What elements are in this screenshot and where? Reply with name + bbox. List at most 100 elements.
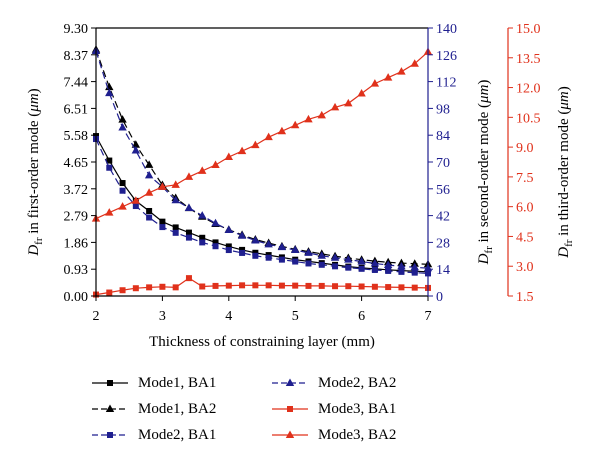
data-point	[211, 160, 220, 168]
right1-tick-label: 140	[436, 22, 457, 37]
right2-axis-label-unit: μm	[556, 91, 572, 111]
data-point	[371, 283, 378, 290]
series-mode1-ba1	[93, 133, 431, 275]
left-tick-label: 0.00	[64, 290, 89, 305]
data-point	[383, 73, 393, 81]
right2-tick-label: 12.0	[516, 82, 541, 97]
data-point	[185, 234, 192, 241]
x-tick-label: 6	[358, 309, 365, 324]
data-point	[132, 285, 139, 292]
left-tick-label: 5.58	[64, 129, 89, 144]
right1-tick-label: 126	[436, 49, 457, 64]
data-point	[185, 275, 192, 282]
right1-axis-label: Dfr in second-order mode (μm)	[476, 80, 495, 266]
x-tick-label: 4	[225, 309, 232, 324]
right1-tick-label: 70	[436, 156, 450, 171]
data-point	[264, 239, 273, 248]
data-point	[105, 208, 114, 216]
data-point	[225, 247, 232, 254]
data-point	[131, 196, 141, 204]
data-point	[131, 146, 141, 154]
x-tick-label: 7	[425, 309, 432, 324]
legend-item: Mode1, BA2	[90, 398, 216, 420]
data-point	[397, 67, 406, 75]
data-point	[158, 182, 167, 190]
series-line	[95, 277, 429, 296]
data-point	[184, 172, 194, 180]
data-point	[278, 282, 285, 289]
data-point	[398, 284, 405, 291]
legend-label: Mode2, BA1	[138, 426, 217, 443]
data-point	[146, 214, 153, 221]
left-tick-label: 8.37	[64, 49, 89, 64]
data-point	[144, 160, 154, 168]
x-tick-label: 5	[292, 309, 299, 324]
data-point	[265, 254, 272, 261]
data-point	[304, 248, 313, 256]
x-axis-label: Thickness of constraining layer (mm)	[149, 334, 375, 350]
right2-axis-label-close: )	[556, 86, 572, 91]
data-point	[252, 252, 259, 259]
data-point	[224, 225, 233, 233]
data-point	[397, 261, 406, 270]
series-mode3-ba2	[91, 47, 433, 222]
data-point	[330, 102, 340, 111]
data-point	[239, 246, 246, 253]
series-mode1-ba2	[91, 45, 433, 268]
data-point	[252, 282, 259, 289]
left-axis-label-prefix: D	[26, 245, 42, 257]
left-axis-label-unit: μm	[26, 93, 42, 113]
data-point	[332, 283, 339, 290]
right2-tick-label: 10.5	[516, 111, 541, 126]
data-point	[292, 282, 299, 289]
left-axis-label: Dfr in first-order mode (μm)	[26, 88, 45, 256]
data-point	[118, 115, 127, 123]
data-point	[172, 224, 179, 231]
data-point	[211, 218, 220, 227]
data-point	[305, 260, 312, 267]
data-point	[332, 263, 339, 270]
legend-marker	[105, 404, 115, 412]
data-point	[370, 79, 380, 87]
data-point	[198, 166, 207, 174]
data-point	[344, 255, 353, 263]
series-mode2-ba2	[91, 46, 433, 272]
data-point	[318, 282, 325, 289]
data-point	[383, 260, 393, 268]
data-point	[159, 224, 166, 231]
data-point	[199, 239, 206, 246]
data-point	[212, 282, 219, 289]
left-axis-label-sub: fr	[33, 237, 45, 245]
legend-marker	[287, 406, 293, 412]
legend-item: Mode1, BA1	[90, 372, 216, 394]
legend-marker	[107, 432, 113, 438]
data-point	[358, 283, 365, 290]
data-point	[144, 188, 154, 196]
x-tick-label: 3	[159, 309, 166, 324]
data-point	[317, 110, 326, 119]
data-point	[199, 234, 206, 241]
data-point	[119, 287, 126, 294]
data-point	[357, 257, 366, 265]
data-point	[345, 283, 352, 290]
right2-tick-label: 6.0	[516, 201, 534, 216]
data-point	[184, 203, 194, 211]
data-point	[304, 114, 313, 123]
data-point	[385, 267, 392, 274]
data-point	[305, 282, 312, 289]
data-point	[106, 164, 113, 171]
series-mode3-ba1	[93, 275, 431, 298]
data-point	[237, 146, 247, 155]
legend-swatch	[272, 406, 308, 412]
right2-tick-label: 7.5	[516, 171, 534, 186]
right2-tick-label: 1.5	[516, 290, 534, 305]
data-point	[172, 284, 179, 291]
right2-tick-label: 3.0	[516, 260, 534, 275]
data-point	[265, 282, 272, 289]
data-point	[159, 218, 166, 225]
left-tick-label: 2.79	[64, 210, 89, 225]
x-tick-label: 2	[93, 309, 100, 324]
legend: Mode1, BA1 Mode2, BA2 Mode1, BA2 Mode3, BA1…	[90, 372, 510, 452]
data-point	[385, 284, 392, 291]
